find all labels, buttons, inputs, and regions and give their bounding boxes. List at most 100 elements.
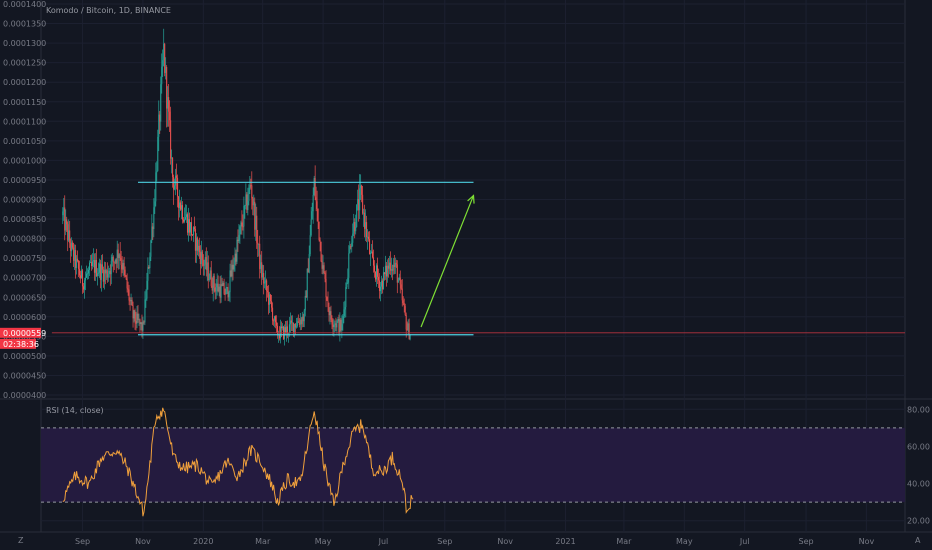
time-axis-label: Sep [798,537,813,546]
candle-body [177,177,179,197]
candle-body [102,269,104,282]
candle-body [83,286,85,290]
candle-body [409,334,411,340]
candle-body [219,286,221,298]
candle-body [367,236,369,238]
candle-body [257,242,259,245]
candle-body [391,269,393,271]
time-axis-label: Jul [739,537,750,546]
candle-body [350,246,352,248]
candle-body [313,178,315,195]
candle-body [403,303,405,307]
candle-body [355,227,357,232]
candle-body [73,247,75,261]
candle-body [273,320,275,322]
current-price-badge [0,327,41,338]
price-axis-label: 0.0000700 [3,274,46,283]
time-axis-label: Nov [859,537,875,546]
candle-body [145,298,147,300]
candle-body [63,207,65,212]
candle-body [118,254,120,259]
candle-body [78,261,80,269]
candle-body [397,280,399,283]
candle-body [100,264,102,280]
candle-body [401,288,403,301]
candle-body [296,321,298,327]
candle-body [171,157,173,159]
candle-body [218,286,220,292]
candle-body [141,322,143,331]
candle-body [70,243,72,252]
candle-body [210,270,212,286]
candle-body [202,259,204,266]
candle-body [227,287,229,298]
candle-body [387,265,389,269]
candle-body [362,194,364,214]
rsi-axis-label: 60.00 [907,442,930,451]
time-axis[interactable]: Sep Nov 2020 Mar May Jul Sep Nov 2021 Mar May Jul Se… [75,537,874,546]
candle-body [77,258,79,262]
candle-body [260,262,262,269]
candle-body [393,264,395,267]
candle-body [147,267,149,281]
candle-body [359,188,361,211]
candle-body [137,313,139,320]
price-axis-label: 0.0001050 [3,137,46,146]
projection-arrow[interactable] [420,195,475,328]
candle-body [372,251,374,258]
candle-body [179,202,181,208]
candle-body [231,264,233,277]
auto-scale-button[interactable]: A [915,536,921,545]
candle-body [306,268,308,298]
time-axis-label: Sep [437,537,452,546]
candle-body [151,226,153,241]
candle-body [268,292,270,305]
candle-body [89,262,91,264]
candle-body [318,221,320,241]
candle-body [312,194,314,212]
candle-body [264,281,266,284]
candle-body [399,277,401,285]
candle-body [129,300,131,302]
candle-body [136,313,138,324]
candle-body [384,265,386,275]
rsi-line [62,407,414,517]
candle-body [192,227,194,236]
drawings[interactable] [51,181,926,336]
candle-body [217,283,219,292]
projection-arrow-head [467,194,475,204]
candle-body [266,280,268,291]
candle-body [140,322,142,325]
candle-body [356,204,358,228]
candle-body [158,114,160,137]
candle-body [334,323,336,325]
candle-body [371,251,373,253]
candle-body [324,273,326,279]
zoom-button[interactable]: Z [18,536,24,545]
time-axis-label: May [315,537,332,546]
candle-body [167,97,169,109]
candle-body [333,324,335,328]
candle-body [193,227,195,230]
candle-body [248,187,250,202]
rsi-axis[interactable]: 80.00 60.00 40.00 20.00 [907,405,930,525]
candle-body [311,211,313,220]
candle-body [81,270,83,279]
candle-body [407,323,409,331]
candle-body [316,201,318,209]
candle-body [68,230,70,241]
candle-body [213,275,215,288]
price-axis-label: 0.0001250 [3,59,46,68]
candle-body [163,43,165,61]
candle-body [132,305,134,319]
candle-body [295,326,297,328]
candle-body [72,242,74,248]
price-axis[interactable]: 0.0001400 0.0001350 0.0001300 0.0001250 0.00… [3,0,46,400]
candle-body [360,185,362,189]
price-axis-label: 0.0000900 [3,196,46,205]
candle-body [108,270,110,274]
time-axis-label: 2020 [193,537,213,546]
candle-body [199,252,201,264]
candle-body [305,295,307,298]
candle-body [287,332,289,334]
